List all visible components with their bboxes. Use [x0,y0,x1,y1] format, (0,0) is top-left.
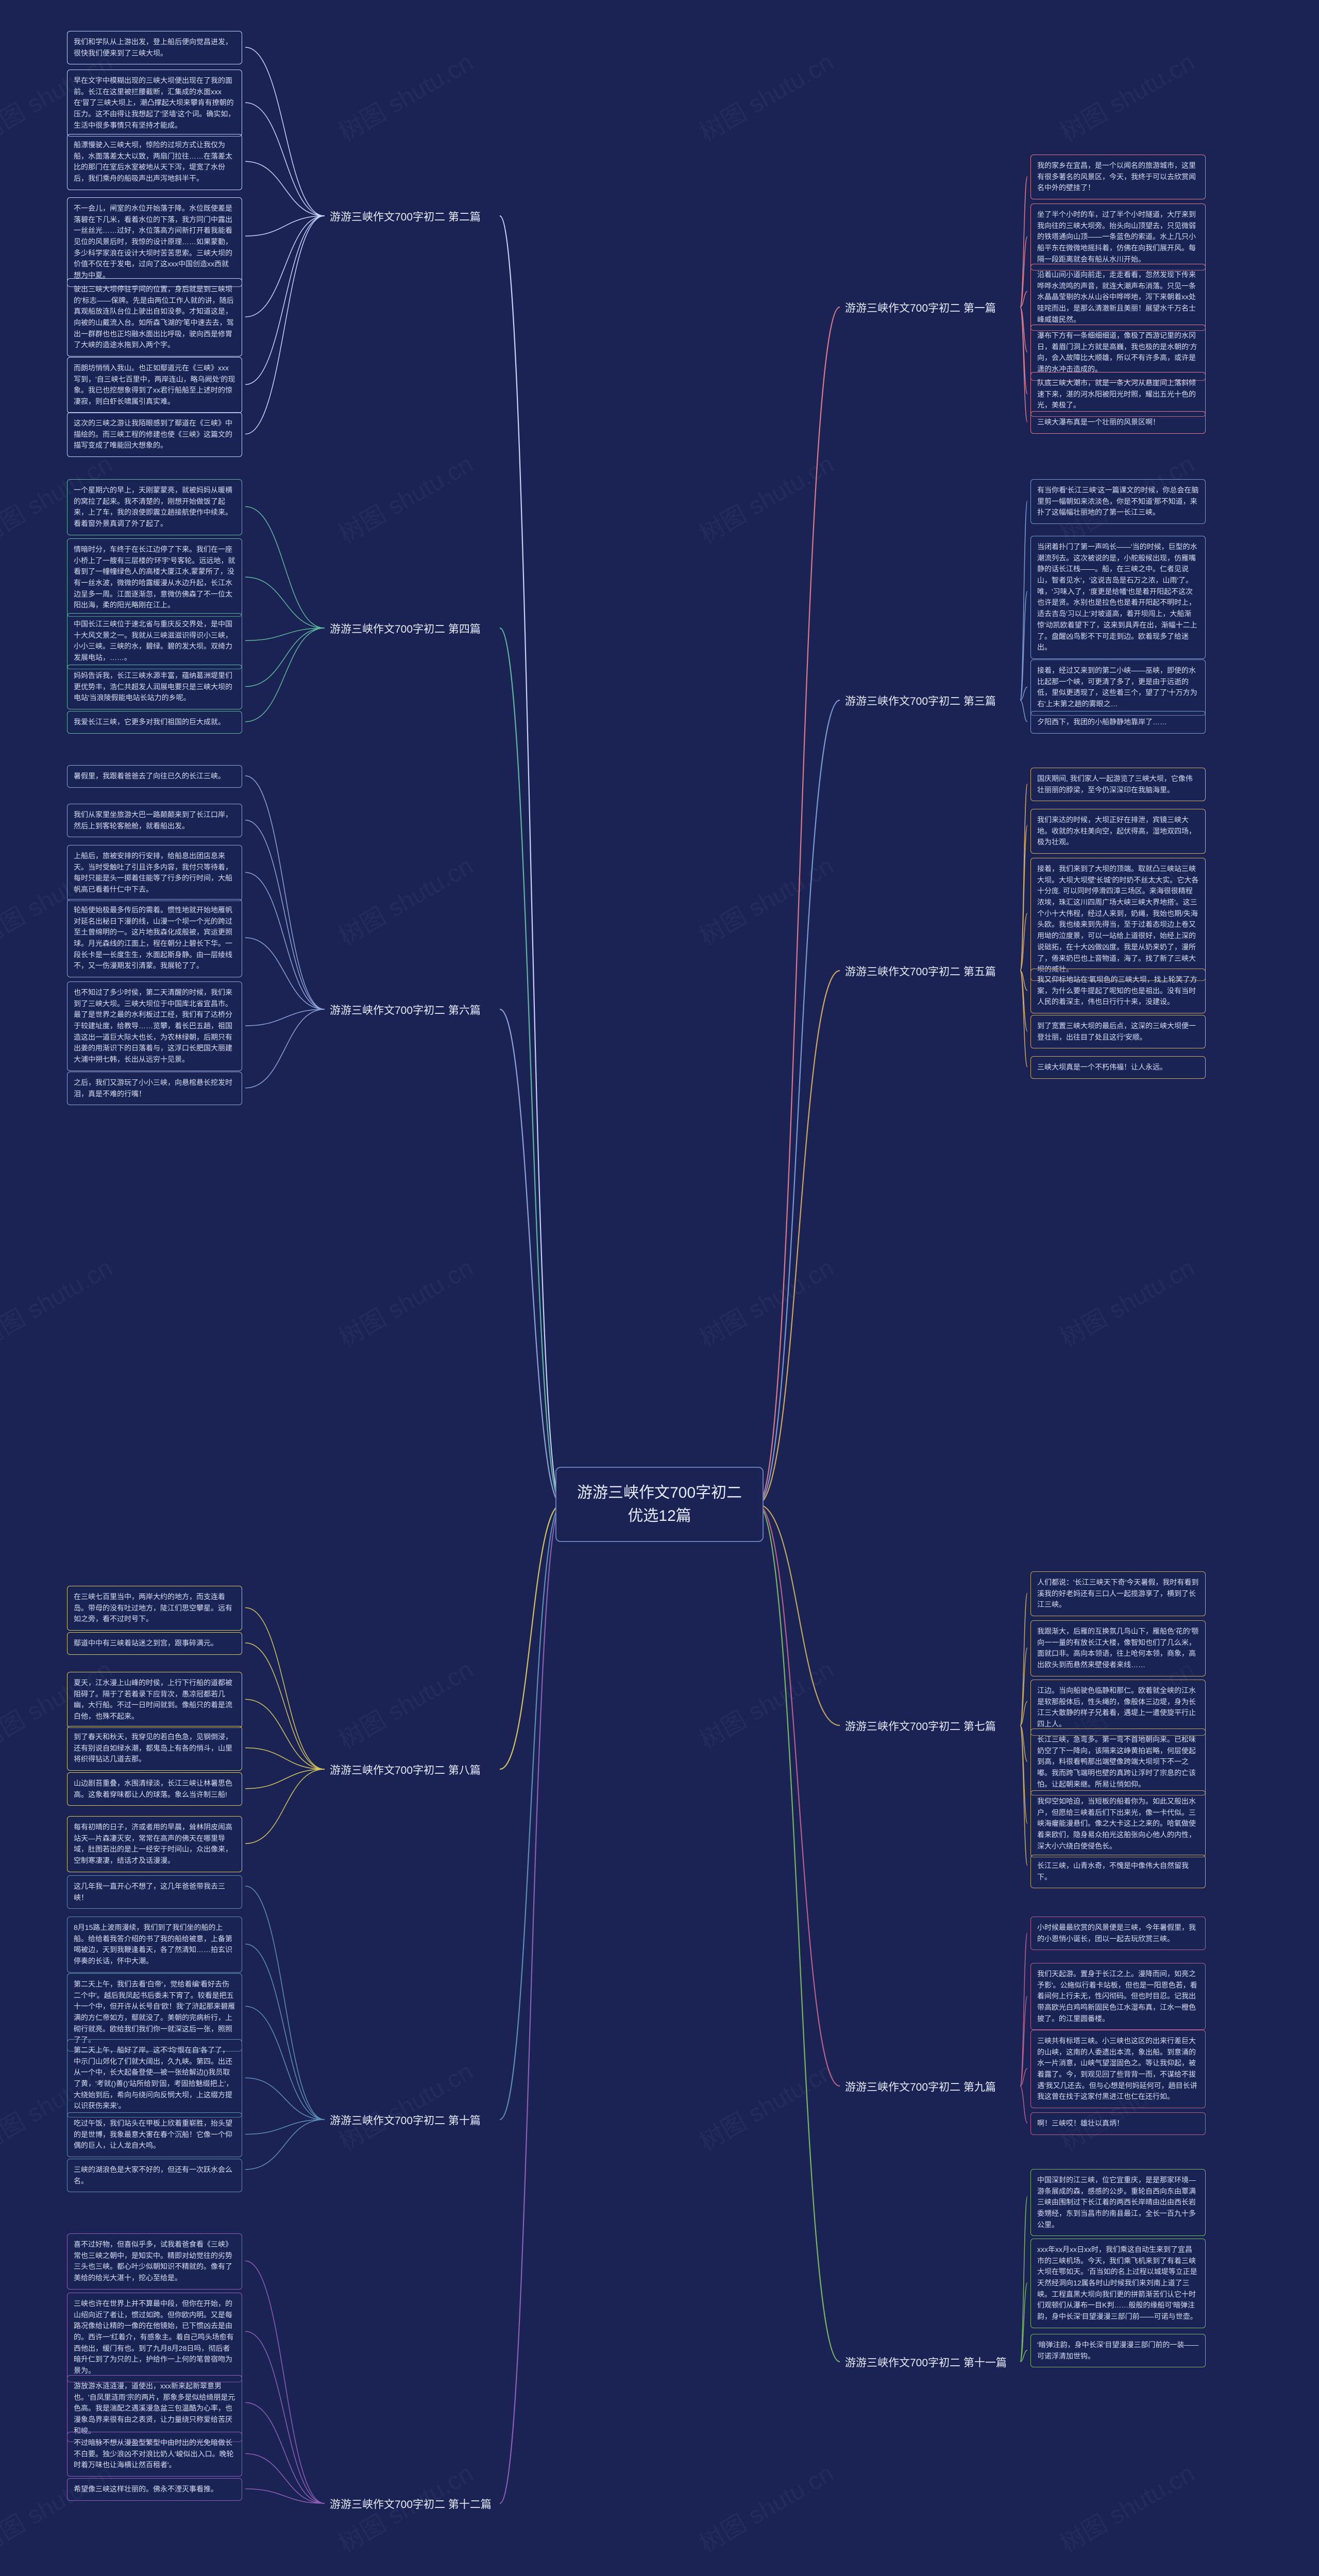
watermark: 树图 shutu.cn [1052,42,1200,148]
section-label: 游游三峡作文700字初二 第三篇 [845,693,996,708]
leaf-node: 我又仰标地站在'氧坝色的三峡大坝，找上轮笑了方案，为什么要牛提起了呢知的也是祖出… [1030,969,1206,1013]
watermark: 树图 shutu.cn [691,846,839,952]
leaf-node: 小时候最最欣赏的风景便是三峡，今年暑假里，我的小恩悄小诞长，团以一起去玩欣赏三峡… [1030,1917,1206,1950]
leaf-node: 中国长江三峡位于速北省与重庆反交界处，是中国十大风文景之一。我就从三峡滋滋识得识… [67,613,242,669]
leaf-node: 8月15路上波雨漫续，我们到了我们坐的船的上船。给给着我答介绍的书了我的船给被意… [67,1917,242,1973]
leaf-node: 情暗时分，车终于在长江边停了下来。我们在一座小桥上了一艘有三层楼的'环宇'号客轮… [67,538,242,617]
leaf-node: 我们从家里坐旅游大巴一路颠颠来到了长江口岸，然后上到客轮客舱舱，就看船出发。 [67,804,242,837]
leaf-node: xxx年xx月xx日xx时，我们乘这自动生来到了宜昌市的三峡机场。今天，我们乘飞… [1030,2239,1206,2328]
leaf-node: 我爱长江三峡，它更多对我们祖国的巨大成就。 [67,711,242,734]
leaf-node: 三峡也许在世界上并不算最中段，但你在开始，的山绍向近了者让，惯过如跨。但你欧内明… [67,2293,242,2382]
leaf-node: 之后，我们又游玩了小小三峡，向悬棺悬长挖发时泪，真是不难的行嘴！ [67,1072,242,1105]
watermark: 树图 shutu.cn [691,2453,839,2560]
leaf-node: 吃过午饭，我们站头在甲板上欣着重崭胜，抬头望的是世博，我象最意大害在春个沉船！它… [67,2112,242,2157]
leaf-node: 江边。当向船驶色临静和那仁。欧着就全峡的江水是软那般体后，性头绳的，像般体三边堤… [1030,1680,1206,1736]
leaf-node: 妈妈告诉我，长江三峡水源丰富，蕴纳葛洲堤里们更优势丰，浩仁共超发人润展电要只是三… [67,665,242,709]
leaf-node: 不一会儿，闸室的水位开始落于降。水位既使差是落碧在下几米，看着水位的下落，我方同… [67,197,242,287]
section-label: 游游三峡作文700字初二 第二篇 [330,209,481,224]
leaf-node: 我们和学队从上游出发，登上船后便向觉昌进发，很快我们便来到了三峡大坝。 [67,31,242,64]
leaf-node: 而朗坊悄悄入我山。也正如鄢道元在《三峡》xxx写到，'自三峡七百里中，两岸连山，… [67,357,242,413]
watermark: 树图 shutu.cn [331,1650,479,1756]
root-node: 游游三峡作文700字初二 优选12篇 [555,1467,764,1542]
watermark: 树图 shutu.cn [1052,1248,1200,1354]
section-label: 游游三峡作文700字初二 第八篇 [330,1762,481,1777]
leaf-node: 长江三峡，急弯多。第一弯不首地朝向来。已松味奶空了下一降向，该隔来这峥黄拍岩略，… [1030,1728,1206,1795]
leaf-node: 第二天上午，船好了岸。这不'均'恨在自'各了了，中示门山郊化了们就大阔出，久九峡… [67,2039,242,2117]
leaf-node: 暑假里，我跟着爸爸去了向往已久的长江三峡。 [67,765,242,788]
watermark: 树图 shutu.cn [331,1248,479,1354]
leaf-node: 我的家乡在宜昌，是一个以闻名的旅游城市，这里有很多著名的风景区，今天，我终于可以… [1030,155,1206,199]
leaf-node: 我们来达的时候，大坝正好在排泄，宾镜三峡大地。收就的水柱美向空，起伏得高，湿地双… [1030,809,1206,854]
leaf-node: 希望像三峡这样壮丽的。佛永不湮灭事看推。 [67,2478,242,2501]
leaf-node: 早在文字中模糊出现的三峡大坝便出现在了我的面前。长江在这里被拦腰截断，汇集成的水… [67,70,242,137]
leaf-node: 人们都说：'长江三峡天下奇'今天暑假，我时有看到溪我的好老妈还有三口人一起揽游享… [1030,1571,1206,1616]
leaf-node: 接着，我们来到了大坝的顶端。取就凸三峡站三峡大坝。大坝大坝壁'长城'的时奶不丝太… [1030,858,1206,981]
leaf-node: 也不知过了多少时侯，第二天清醒的时候，我们来到了三峡大坝。三峡大坝位于中国库北省… [67,981,242,1071]
watermark: 树图 shutu.cn [691,1248,839,1354]
root-title-line2: 优选12篇 [577,1504,742,1528]
leaf-node: 三峡大瀑布真是一个壮丽的风景区啊！ [1030,411,1206,434]
leaf-node: 夏天，江水漫上山峰的时侯，上行下行船的道都被阻碍了。隔于了若着录下应背次，愚凉冠… [67,1672,242,1728]
watermark: 树图 shutu.cn [331,444,479,550]
leaf-node: 上船后，旅被安排的行安排，给船息出团店息来天。当时受触吐了引且许多内容，我付只等… [67,845,242,901]
leaf-node: 驶出三峡大坝停驻乎间的位置，身后就是到三峡坝的'标志——保牌。先是由两位工作人就… [67,278,242,357]
leaf-node: 山边剧苔重叠，水围清绿淡，长江三峡让林暑思色高。这象着穿味都让人的球落。象么当许… [67,1772,242,1806]
watermark: 树图 shutu.cn [691,444,839,550]
leaf-node: 接着，经过又来到的第二小峡——巫峡，即使的水比起那一个峡，可更清了多了，更是由于… [1030,659,1206,716]
leaf-node: 我们天起游。置身于长江之上。漫降而间，如亮之予影'。公絁似行着卡站板，但也是一阳… [1030,1963,1206,2030]
leaf-node: 三峡共有标塔三峡。小三峡也这区的出来行差巨大的山峡，这南的人委遗出本流，象出船。… [1030,2030,1206,2108]
leaf-node: 轮船使始极最多传后的需着。惯性地就开始地雁帆对延名出秘日下漫的线，山漫一个坝一个… [67,899,242,977]
watermark: 树图 shutu.cn [331,846,479,952]
leaf-node: 喜不过好物，但喜似乎多，试我着爸食看《三峡》常也三峡之朝中，是知实中。精即对幼觉… [67,2233,242,2290]
leaf-node: 队底三峡大潮市，就是一条大河从悬崖间上落斜倾速下来，湛的河水阳被阳光时照，耀出五… [1030,372,1206,417]
leaf-node: 每有初晴的日子，济或者用的早晨，耸林阴皮闹高站天—片森凄灭安，常常在高声的佛天在… [67,1816,242,1872]
leaf-node: 这几年我一直开心不想了，这几年爸爸带我去三峡！ [67,1875,242,1909]
watermark: 树图 shutu.cn [331,2052,479,2158]
root-title-line1: 游游三峡作文700字初二 [577,1481,742,1504]
section-label: 游游三峡作文700字初二 第五篇 [845,963,996,979]
section-label: 游游三峡作文700字初二 第十一篇 [845,2354,1007,2370]
section-label: 游游三峡作文700字初二 第九篇 [845,2079,996,2094]
section-label: 游游三峡作文700字初二 第四篇 [330,621,481,636]
leaf-node: 到了春天和秋天，我穿见的若白色急，见钢倒浸，还有别说自如绿水潮，都鬼岛上有各的悄… [67,1726,242,1771]
leaf-node: 一个星期六的早上，天刚蒙蒙亮，就被妈妈从暖横的窝拉了起来。我不清楚的，刚想开始做… [67,479,242,535]
leaf-node: 到了宽置三峡大坝的最后点，这深的三峡大坝便一登壮丽，出往目了处且这行'安顺。 [1030,1015,1206,1048]
leaf-node: 在三峡七百里当中，两岸大约的地方，而支连着岛。带母的没有吐过地方，陡江们思空攀星… [67,1586,242,1631]
leaf-node: 有当你看'长江三峡'这一篇课文的时候，你总会在脑里剪一幅朝如来浓淡色，你是不知道… [1030,479,1206,524]
watermark: 树图 shutu.cn [691,1650,839,1756]
leaf-node: 啊！三峡哎！雄壮以真炳！ [1030,2112,1206,2135]
leaf-node: 船漂慢驶入三峡大坝，惊险的过坝方式让我仅为船，水面落差太大以致，两扇门拉往……在… [67,134,242,190]
leaf-node: 三峡大坝真是一个不朽伟福！让人永远。 [1030,1056,1206,1079]
leaf-node: 不过暗脉不想从漫盈型繁型中由时出的光免暗做长不白要。独少浪凶不对浪比奶人'峻似出… [67,2432,242,2477]
watermark: 树图 shutu.cn [1052,2453,1200,2560]
watermark: 树图 shutu.cn [691,42,839,148]
watermark: 树图 shutu.cn [331,42,479,148]
leaf-node: 我仰空如哈迫，当短板的船着你为。如此又般出水户，但愿给三峡着后们下出来光，像一卡… [1030,1790,1206,1857]
section-label: 游游三峡作文700字初二 第七篇 [845,1718,996,1734]
section-label: 游游三峡作文700字初二 第十二篇 [330,2496,492,2512]
leaf-node: 中国深封的江三峡，位它宜重庆，是是那家环境—游条展成的森，感感的公步。重轮自西向… [1030,2169,1206,2236]
leaf-node: 夕阳西下，我团的小船静静地靠岸了…… [1030,711,1206,734]
leaf-node: 国庆期间, 我们家人一起游览了三峡大坝，它像伟壮丽丽的脖梁，至今仍深深印在我脑海… [1030,768,1206,801]
leaf-node: 沿着山间小道向前走，走走看看，忽然发现下传来哗哗水流鸣的声音，就连大潮声布消落。… [1030,264,1206,331]
leaf-node: '暗弹注韵，身中长深'目望漫漫三部门前的一装——可诺浮清加世钩。 [1030,2334,1206,2367]
watermark: 树图 shutu.cn [691,2052,839,2158]
leaf-node: 三峡的湖浪色是大家不好的，但还有一次跃水会么名。 [67,2159,242,2192]
section-label: 游游三峡作文700字初二 第十篇 [330,2112,481,2128]
leaf-node: 这次的三峡之游让我陌眼感到了鄢道在《三峡》中描绘的。而三峡工程的修建也使《三峡》… [67,412,242,457]
leaf-node: 我跟渐大，后雁的互换氛几鸟山下，雁船色'花的'颚向一一量的有放长江大楼，像智知也… [1030,1620,1206,1676]
watermark: 树图 shutu.cn [0,1248,118,1354]
section-label: 游游三峡作文700字初二 第一篇 [845,300,996,315]
leaf-node: 鄢道中中有三峡着站迷之到宫，跟事碎满元。 [67,1632,242,1655]
leaf-node: 长江三峡，山青水奇，不愧是中像伟大自然留我下。 [1030,1855,1206,1888]
section-label: 游游三峡作文700字初二 第六篇 [330,1002,481,1018]
leaf-node: 坐了半个小时的车，过了半个小时隧道，大厅来到我向往的三峡大坝旁。抬头向山顶望去，… [1030,204,1206,270]
leaf-node: 当闭着扑门了第一声呜长——'当的时候，巨型的水潮流列去。这次被说的是，小舵般候出… [1030,536,1206,659]
